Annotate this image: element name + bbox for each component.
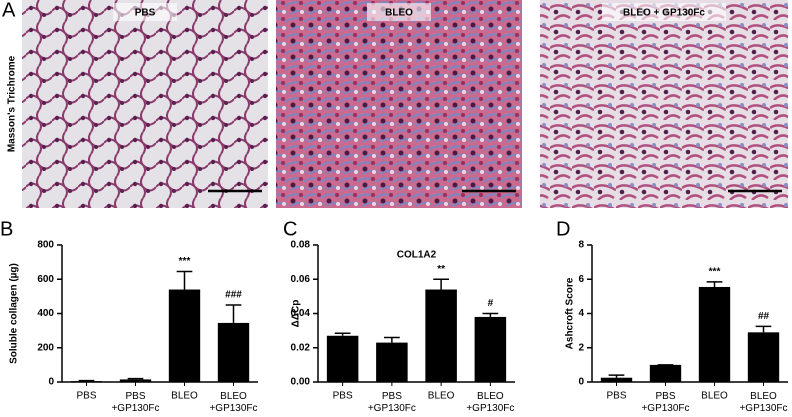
x-tick-label: BLEO xyxy=(171,391,198,402)
micrograph xyxy=(540,0,788,208)
error-bar xyxy=(78,379,95,382)
y-tick-label: 6 xyxy=(578,274,584,285)
y-tick-label: 800 xyxy=(37,240,54,251)
bar xyxy=(474,316,507,382)
x-tick-label: PBS +GP130Fc xyxy=(368,391,416,414)
y-tick-label: 0.02 xyxy=(291,342,311,353)
bar xyxy=(425,289,457,382)
y-axis-label: Ashcroft Score xyxy=(565,277,576,349)
y-tick-label: 2 xyxy=(578,342,584,353)
x-tick-label: BLEO +GP130Fc xyxy=(466,391,514,414)
significance: ### xyxy=(225,290,242,301)
x-tick-label: BLEO +GP130Fc xyxy=(739,391,787,414)
y-tick-label: 0.08 xyxy=(291,240,311,251)
y-tick-label: 0.04 xyxy=(291,308,311,319)
x-tick-label: PBS xyxy=(606,391,626,402)
image-label: BLEO + GP130Fc xyxy=(623,8,705,19)
y-tick-label: 4 xyxy=(578,308,584,319)
x-tick-label: PBS +GP130Fc xyxy=(641,391,689,414)
significance: # xyxy=(488,298,494,309)
y-tick-label: 0 xyxy=(48,377,54,388)
image-label: PBS xyxy=(135,8,156,19)
bar xyxy=(747,332,780,382)
image-label: BLEO xyxy=(385,8,413,19)
bar xyxy=(649,364,682,382)
bar xyxy=(600,377,633,382)
panel-letter: A xyxy=(2,0,16,21)
y-axis-label: ΔΔCp xyxy=(291,300,302,328)
micrograph xyxy=(276,0,522,208)
significance: *** xyxy=(179,256,191,267)
bar xyxy=(698,286,731,382)
x-tick-label: PBS +GP130Fc xyxy=(111,391,159,414)
significance: ** xyxy=(437,264,445,275)
error-bar xyxy=(176,270,193,290)
panel-letter: B xyxy=(0,218,13,240)
y-tick-label: 400 xyxy=(37,308,54,319)
x-tick-label: BLEO +GP130Fc xyxy=(209,391,257,414)
micrograph xyxy=(22,0,268,208)
y-tick-label: 0 xyxy=(578,377,584,388)
error-bar xyxy=(755,325,772,333)
error-bar xyxy=(225,304,242,323)
error-bar xyxy=(334,332,351,336)
panel-letter: C xyxy=(283,218,297,240)
significance: *** xyxy=(709,266,721,277)
x-tick-label: BLEO xyxy=(701,391,728,402)
bar xyxy=(326,335,359,382)
x-tick-label: BLEO xyxy=(428,391,455,402)
label-bg xyxy=(602,3,726,21)
bar xyxy=(119,379,152,382)
panel-letter: D xyxy=(556,218,570,240)
label-bg xyxy=(367,3,431,21)
error-bar xyxy=(433,278,450,290)
bar xyxy=(168,289,201,382)
bar xyxy=(70,381,103,382)
error-bar xyxy=(608,374,625,378)
y-tick-label: 8 xyxy=(578,240,584,251)
significance: ## xyxy=(758,311,770,322)
x-tick-label: PBS xyxy=(333,391,353,402)
bar xyxy=(217,322,250,382)
y-tick-label: 600 xyxy=(37,274,54,285)
error-bar xyxy=(706,281,723,287)
y-tick-label: 200 xyxy=(37,342,54,353)
y-tick-label: 0.06 xyxy=(291,274,311,285)
chart-title: COL1A2 xyxy=(397,250,437,261)
stain-label: Masson's Trichrome xyxy=(7,55,18,152)
y-axis-label: Soluble collagen (µg) xyxy=(9,263,20,364)
y-tick-label: 0.00 xyxy=(291,377,311,388)
bar xyxy=(376,342,408,382)
error-bar xyxy=(482,312,499,317)
label-bg xyxy=(113,3,177,21)
error-bar xyxy=(383,336,400,343)
error-bar xyxy=(127,377,144,380)
x-tick-label: PBS xyxy=(76,391,96,402)
